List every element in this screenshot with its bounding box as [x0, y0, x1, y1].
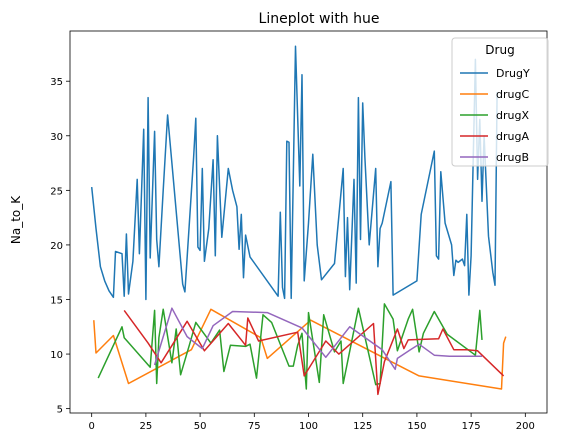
- series-line-drugx: [97, 303, 483, 390]
- legend-label-druga: drugA: [496, 130, 529, 143]
- y-tick-label: 30: [50, 132, 63, 143]
- y-tick-label: 35: [50, 77, 63, 88]
- y-tick-label: 25: [50, 186, 63, 197]
- legend-box: [451, 37, 549, 167]
- x-tick-label: 25: [140, 421, 153, 432]
- series-line-drugc: [93, 308, 507, 390]
- series-line-druga: [123, 309, 505, 396]
- series-line-drugb: [153, 307, 482, 371]
- axes-layer: 0 25 50 75 100 125 150 175 200 5 10 15 20 25 30 35: [50, 30, 548, 432]
- x-tick-label: 125: [353, 421, 372, 432]
- chart-title: Lineplot with hue: [259, 11, 380, 27]
- plot-area: [90, 45, 507, 396]
- legend: Drug DrugY drugC drugX drugA drugB: [451, 37, 549, 167]
- x-tick-label: 150: [407, 421, 426, 432]
- x-tick-label: 100: [299, 421, 318, 432]
- legend-label-drugy: DrugY: [496, 67, 530, 80]
- x-tick-label: 75: [248, 421, 261, 432]
- legend-label-drugc: drugC: [496, 88, 529, 101]
- y-tick-label: 20: [50, 241, 63, 252]
- legend-label-drugb: drugB: [496, 151, 529, 164]
- series-layer: [90, 45, 507, 396]
- y-tick-label: 10: [50, 350, 63, 361]
- series-line-drugy: [90, 45, 498, 301]
- x-tick-label: 50: [194, 421, 207, 432]
- x-tick-label: 0: [88, 421, 94, 432]
- x-tick-label: 175: [462, 421, 481, 432]
- legend-title: Drug: [485, 43, 514, 57]
- legend-label-drugx: drugX: [496, 109, 529, 122]
- y-axis-label: Na_to_K: [9, 195, 23, 244]
- x-tick-label: 200: [516, 421, 535, 432]
- y-tick-label: 15: [50, 295, 63, 306]
- y-tick-label: 5: [57, 405, 63, 416]
